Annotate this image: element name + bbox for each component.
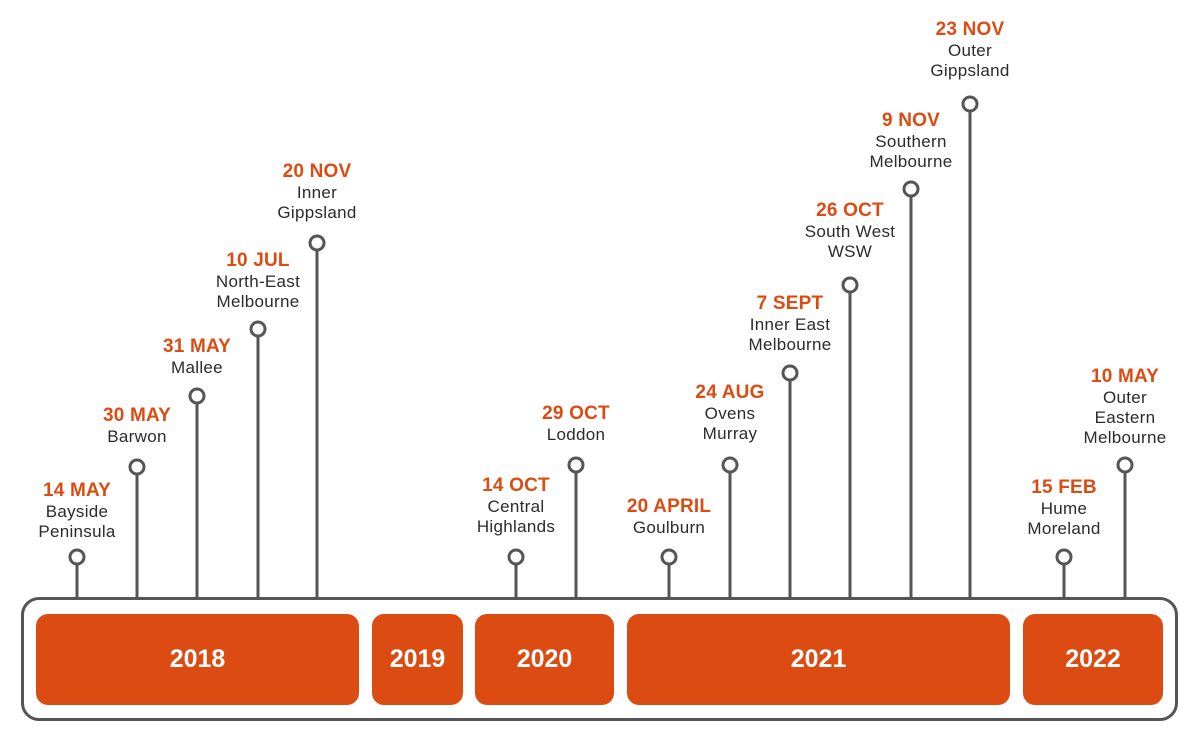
year-block-2021: 2021 <box>627 614 1010 705</box>
event-label: 30 MAY Barwon <box>52 405 222 447</box>
event-date: 31 MAY <box>162 336 232 357</box>
event-label: 7 SEPT Inner East Melbourne <box>705 293 875 355</box>
event-region-line: Melbourne <box>1083 428 1167 447</box>
event-date: 10 JUL <box>226 250 290 271</box>
event-marker-dot <box>188 387 206 405</box>
event-region-line: South West <box>804 222 896 241</box>
event-region-line: Melbourne <box>748 335 832 354</box>
event-date: 10 MAY <box>1090 366 1160 387</box>
event-region-line: Inner <box>296 183 338 202</box>
year-label-2018: 2018 <box>169 645 226 673</box>
event-date: 23 NOV <box>935 19 1005 40</box>
event-region-line: North-East <box>215 272 301 291</box>
event-marker-dot <box>781 364 799 382</box>
event-label: 15 FEB Hume Moreland <box>979 477 1149 539</box>
event-marker-dot <box>721 456 739 474</box>
event-label: 20 APRIL Goulburn <box>584 496 754 538</box>
event-label: 14 MAY Bayside Peninsula <box>0 480 162 542</box>
event-marker-dot <box>660 548 678 566</box>
event-label: 26 OCT South West WSW <box>765 200 935 262</box>
event-region-line: Barwon <box>107 427 167 446</box>
event-region-line: Southern <box>875 132 947 151</box>
event-marker-dot <box>841 276 859 294</box>
event-region-line: Gippsland <box>930 61 1010 80</box>
event-marker-dot <box>128 458 146 476</box>
event-marker-dot <box>308 234 326 252</box>
event-region-line: Melbourne <box>216 292 300 311</box>
year-label-2020: 2020 <box>516 645 573 673</box>
event-region-line: Murray <box>702 424 758 443</box>
event-region-line: Moreland <box>1027 519 1101 538</box>
event-region-line: Peninsula <box>38 522 116 541</box>
event-region-line: Melbourne <box>869 152 953 171</box>
event-region-line: Highlands <box>476 517 556 536</box>
event-marker-dot <box>1116 456 1134 474</box>
event-date: 20 NOV <box>282 161 352 182</box>
event-date: 15 FEB <box>1031 477 1097 498</box>
year-block-2019: 2019 <box>372 614 463 705</box>
event-label: 10 MAY Outer Eastern Melbourne <box>1040 366 1200 448</box>
year-block-2018: 2018 <box>36 614 359 705</box>
event-label: 14 OCT Central Highlands <box>431 475 601 537</box>
event-region-line: Ovens <box>704 404 756 423</box>
year-label-2019: 2019 <box>389 645 446 673</box>
event-region-line: Loddon <box>546 425 606 444</box>
event-date: 20 APRIL <box>626 496 712 517</box>
event-label: 10 JUL North-East Melbourne <box>173 250 343 312</box>
event-label: 29 OCT Loddon <box>491 403 661 445</box>
event-region-line: WSW <box>827 242 873 261</box>
event-marker-dot <box>1055 548 1073 566</box>
event-region-line: Eastern <box>1094 408 1156 427</box>
event-date: 26 OCT <box>816 200 884 221</box>
event-date: 14 MAY <box>42 480 112 501</box>
year-label-2021: 2021 <box>790 645 847 673</box>
event-region-line: Outer <box>947 41 993 60</box>
year-label-2022: 2022 <box>1065 645 1121 673</box>
event-date: 30 MAY <box>102 405 172 426</box>
event-label: 31 MAY Mallee <box>112 336 282 378</box>
event-label: 9 NOV Southern Melbourne <box>826 110 996 172</box>
event-date: 7 SEPT <box>756 293 824 314</box>
event-date: 24 AUG <box>695 382 765 403</box>
event-region-line: Hume <box>1040 499 1088 518</box>
event-date: 9 NOV <box>881 110 941 131</box>
year-block-2022: 2022 <box>1023 614 1163 705</box>
event-marker-dot <box>961 95 979 113</box>
event-region-line: Inner East <box>749 315 831 334</box>
event-region-line: Bayside <box>45 502 109 521</box>
event-region-line: Central <box>487 497 545 516</box>
event-label: 24 AUG Ovens Murray <box>645 382 815 444</box>
event-region-line: Goulburn <box>632 518 706 537</box>
event-region-line: Gippsland <box>277 203 357 222</box>
event-marker-dot <box>249 320 267 338</box>
event-marker-dot <box>507 548 525 566</box>
event-label: 23 NOV Outer Gippsland <box>885 19 1055 81</box>
event-region-line: Mallee <box>171 358 223 377</box>
year-block-2020: 2020 <box>475 614 614 705</box>
event-date: 14 OCT <box>482 475 550 496</box>
event-label: 20 NOV Inner Gippsland <box>232 161 402 223</box>
event-marker-dot <box>567 456 585 474</box>
event-date: 29 OCT <box>542 403 610 424</box>
event-region-line: Outer <box>1102 388 1148 407</box>
event-marker-dot <box>902 180 920 198</box>
event-marker-dot <box>68 548 86 566</box>
